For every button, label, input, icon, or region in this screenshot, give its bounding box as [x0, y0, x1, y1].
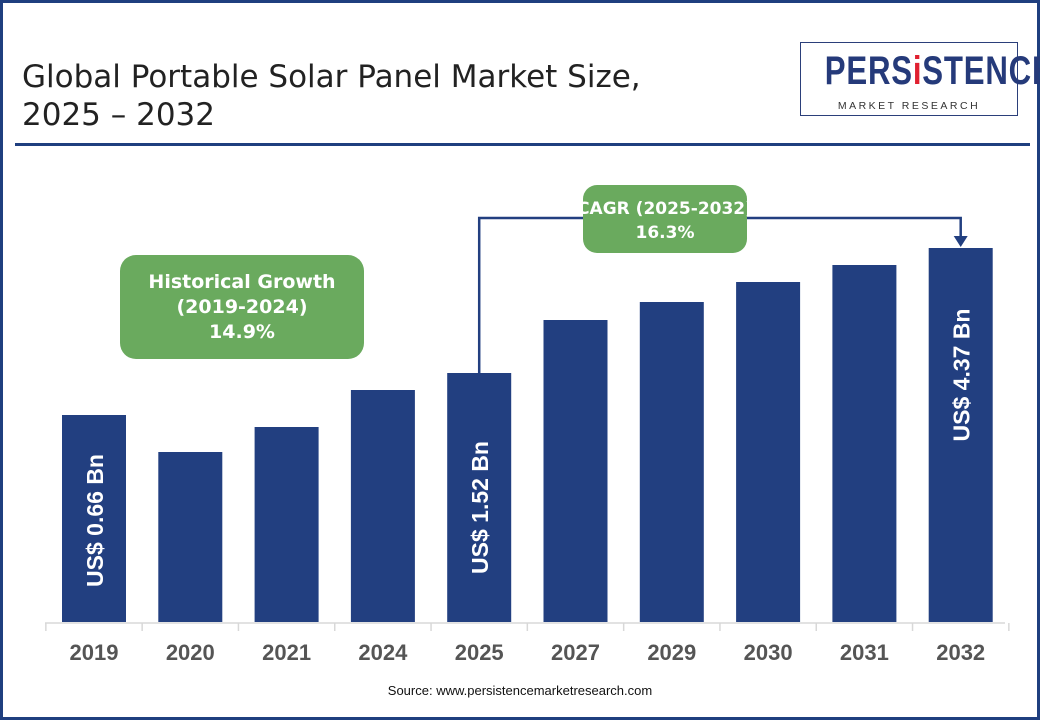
x-tick-label: 2019 [70, 640, 119, 665]
x-tick-label: 2032 [936, 640, 985, 665]
cagr-text: CAGR (2025-2032) [577, 199, 753, 219]
bar-2025 [447, 373, 512, 622]
bar-2032 [928, 248, 993, 622]
logo-tagline: MARKET RESEARCH [837, 100, 981, 112]
historical-growth-callout [120, 255, 364, 359]
historical-growth-text: Historical Growth [148, 271, 335, 293]
title-line-2: 2025 – 2032 [22, 97, 215, 133]
bar-2030 [736, 282, 801, 622]
title-line-1: Global Portable Solar Panel Market Size, [22, 59, 641, 95]
title-divider [15, 143, 1030, 146]
bar-2021 [254, 427, 319, 622]
x-tick-label: 2031 [840, 640, 889, 665]
x-tick-label: 2027 [551, 640, 600, 665]
historical-growth-text: 14.9% [209, 321, 275, 343]
bar-2031 [832, 265, 897, 622]
data-label-2025: US$ 1.52 Bn [467, 441, 493, 574]
x-tick-label: 2025 [455, 640, 504, 665]
x-tick-label: 2030 [744, 640, 793, 665]
arrow-head-icon [953, 236, 968, 247]
bar-2019 [62, 415, 126, 622]
data-label-2032: US$ 4.37 Bn [949, 309, 975, 442]
cagr-text: 16.3% [636, 223, 695, 243]
chart-title: Global Portable Solar Panel Market Size,… [22, 58, 641, 134]
bar-2020 [158, 452, 223, 622]
x-tick-label: 2021 [262, 640, 311, 665]
bar-2027 [543, 320, 608, 622]
x-tick-label: 2029 [647, 640, 696, 665]
x-tick-label: 2024 [358, 640, 408, 665]
historical-growth-text: (2019-2024) [176, 296, 307, 318]
source-note: Source: www.persistencemarketresearch.co… [387, 683, 653, 698]
cagr-callout [583, 185, 747, 253]
bar-2029 [639, 302, 704, 622]
bar-2024 [350, 390, 415, 622]
data-label-2019: US$ 0.66 Bn [82, 454, 108, 587]
x-tick-label: 2020 [166, 640, 215, 665]
